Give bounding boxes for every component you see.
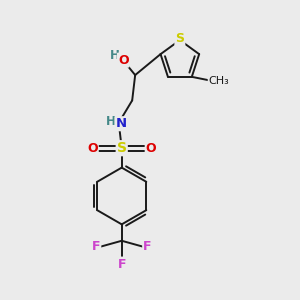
Text: O: O [87, 142, 98, 155]
Text: F: F [143, 240, 152, 253]
Text: F: F [118, 258, 126, 271]
Text: CH₃: CH₃ [208, 76, 229, 86]
Text: O: O [118, 54, 128, 67]
Text: S: S [176, 32, 184, 45]
Text: H: H [110, 49, 120, 62]
Text: S: S [117, 141, 127, 155]
Text: H: H [105, 115, 115, 128]
Text: F: F [92, 240, 100, 253]
Text: N: N [116, 117, 127, 130]
Text: O: O [146, 142, 156, 155]
